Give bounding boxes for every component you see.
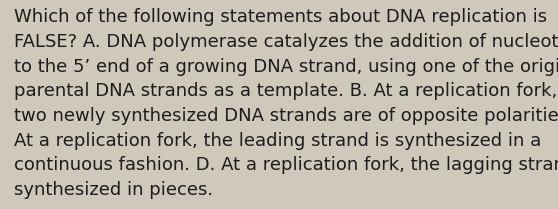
Text: two newly synthesized DNA strands are of opposite polarities. C.: two newly synthesized DNA strands are of… [14,107,558,125]
Text: parental DNA strands as a template. B. At a replication fork, the: parental DNA strands as a template. B. A… [14,82,558,100]
Text: to the 5’ end of a growing DNA strand, using one of the original,: to the 5’ end of a growing DNA strand, u… [14,58,558,76]
Text: FALSE? A. DNA polymerase catalyzes the addition of nucleotides: FALSE? A. DNA polymerase catalyzes the a… [14,33,558,51]
Text: At a replication fork, the leading strand is synthesized in a: At a replication fork, the leading stran… [14,132,541,150]
Text: Which of the following statements about DNA replication is: Which of the following statements about … [14,8,547,26]
Text: continuous fashion. D. At a replication fork, the lagging strand is: continuous fashion. D. At a replication … [14,156,558,174]
Text: synthesized in pieces.: synthesized in pieces. [14,181,213,199]
